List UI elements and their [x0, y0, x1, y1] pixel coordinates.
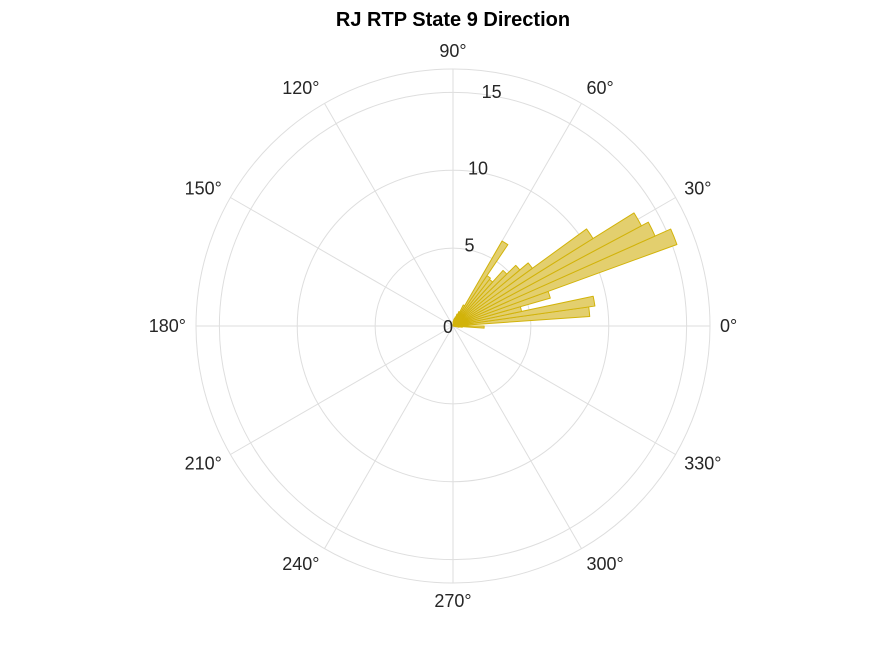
- grid-spoke: [324, 325, 454, 549]
- histogram-bar: [452, 221, 656, 327]
- histogram-bar: [452, 212, 642, 327]
- histogram-bar: [452, 262, 533, 327]
- histogram-bar: [452, 228, 594, 327]
- radial-tick-labels: 0 5 10 15: [443, 82, 502, 337]
- histogram-bar: [452, 264, 521, 327]
- angle-tick-label: 0°: [720, 316, 737, 336]
- histogram-bar: [452, 325, 485, 329]
- angle-tick-label: 90°: [439, 41, 466, 61]
- angle-tick-label: 150°: [185, 179, 222, 199]
- chart-title: RJ RTP State 9 Direction: [336, 9, 570, 31]
- grid-spoke: [452, 325, 676, 455]
- histogram-bar: [452, 240, 509, 327]
- radial-tick-label: 5: [464, 235, 474, 255]
- angle-tick-label: 240°: [282, 554, 319, 574]
- histogram-bar: [452, 269, 508, 327]
- angle-tick-labels: 0° 30° 60° 90° 120° 150° 180° 210° 240° 270° 300° 3…: [149, 41, 737, 611]
- angle-tick-label: 210°: [185, 454, 222, 474]
- grid-spoke: [230, 325, 454, 455]
- grid-spoke: [230, 197, 454, 327]
- angle-tick-label: 180°: [149, 316, 186, 336]
- histogram-bar: [452, 228, 678, 327]
- angle-tick-label: 330°: [684, 454, 721, 474]
- angle-tick-label: 60°: [587, 78, 614, 98]
- grid-spoke: [452, 325, 582, 549]
- polar-grid: [195, 68, 711, 584]
- radial-tick-label: 0: [443, 317, 453, 337]
- angle-tick-label: 300°: [587, 554, 624, 574]
- grid-spoke: [324, 103, 454, 327]
- radial-tick-label: 10: [468, 159, 488, 179]
- angle-tick-label: 120°: [282, 78, 319, 98]
- histogram-bars: [452, 212, 678, 329]
- radial-tick-label: 15: [482, 82, 502, 102]
- angle-tick-label: 30°: [684, 179, 711, 199]
- angle-tick-label: 270°: [434, 591, 471, 611]
